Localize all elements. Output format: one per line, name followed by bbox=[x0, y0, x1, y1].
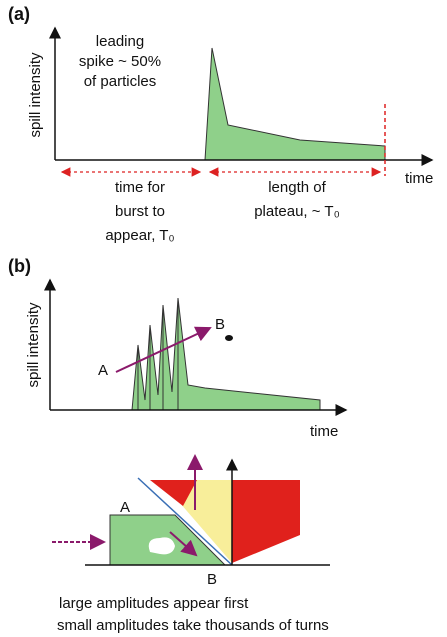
spike-note: leading spike ~ 50% of particles bbox=[79, 33, 161, 90]
point-label: B bbox=[215, 316, 225, 333]
span-label: length of bbox=[268, 179, 326, 196]
panel-label: (a) bbox=[8, 4, 30, 24]
note-line: leading bbox=[96, 33, 144, 50]
x-axis-label: time bbox=[310, 423, 338, 440]
spill-shape bbox=[204, 47, 386, 161]
caption-line: large amplitudes appear first bbox=[59, 595, 249, 612]
span-label: appear, T₀ bbox=[105, 227, 174, 244]
note-line: spike ~ 50% bbox=[79, 53, 161, 70]
point-label: A bbox=[120, 499, 130, 516]
span-label: burst to bbox=[115, 203, 165, 220]
separatrix bbox=[137, 477, 233, 566]
x-axis-label: time bbox=[405, 170, 433, 187]
spike-edges bbox=[137, 298, 179, 410]
blob bbox=[148, 537, 175, 555]
red-region bbox=[232, 480, 300, 563]
caption-line: small amplitudes take thousands of turns bbox=[57, 617, 329, 634]
panel-label: (b) bbox=[8, 256, 31, 276]
point-label: B bbox=[207, 571, 217, 588]
note-line: of particles bbox=[84, 73, 157, 90]
point-label: A bbox=[98, 362, 108, 379]
y-axis-label: spill intensity bbox=[27, 52, 44, 138]
spill-shape bbox=[131, 297, 321, 411]
y-axis-label: spill intensity bbox=[25, 302, 42, 388]
particle bbox=[225, 335, 233, 341]
span-label: time for bbox=[115, 179, 165, 196]
flow-arrow bbox=[169, 531, 198, 557]
red-region bbox=[150, 480, 197, 506]
span-label: plateau, ~ T₀ bbox=[254, 203, 340, 220]
sweep-arrow bbox=[115, 326, 212, 373]
